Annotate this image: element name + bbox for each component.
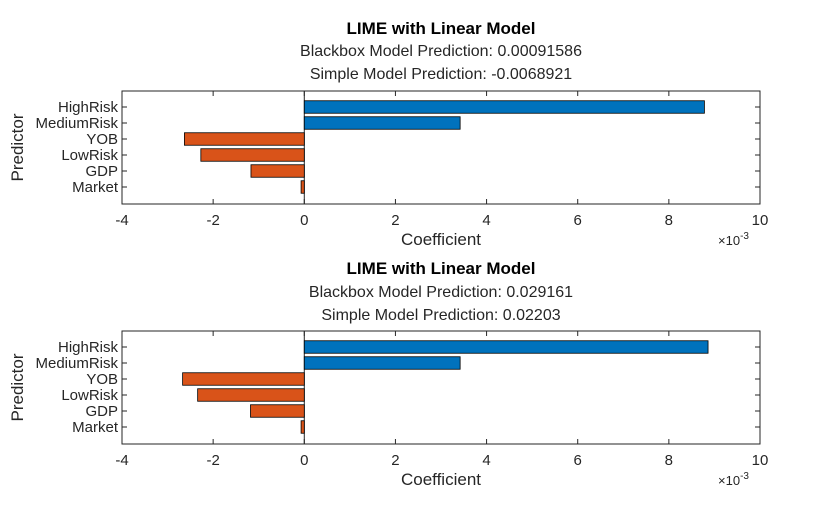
y-axis-label: Predictor (8, 113, 27, 181)
chart-title: LIME with Linear Model (347, 259, 536, 278)
x-tick-label: 4 (482, 212, 490, 229)
x-axis-label: Coefficient (401, 230, 481, 249)
y-tick-label: Market (72, 419, 119, 436)
y-tick-label: GDP (85, 163, 118, 180)
y-tick-label: HighRisk (58, 339, 119, 356)
chart-title: LIME with Linear Model (347, 19, 536, 38)
bar-highrisk (303, 340, 709, 354)
x-tick-label: -4 (115, 212, 128, 229)
bar-market (300, 420, 305, 434)
x-exponent-label: ×10-3 (718, 471, 749, 488)
x-tick-label: 6 (574, 452, 582, 469)
x-tick-label: 2 (391, 212, 399, 229)
y-tick-label: YOB (86, 131, 118, 148)
y-tick-label: LowRisk (61, 387, 118, 404)
bar-mediumrisk (303, 116, 461, 130)
chart-panel-top: LIME with Linear Model Blackbox Model Pre… (8, 19, 768, 249)
x-tick-label: 4 (482, 452, 490, 469)
bar-lowrisk (197, 388, 305, 402)
chart-subtitle-line: Simple Model Prediction: -0.0068921 (310, 66, 572, 83)
bar-yob (184, 132, 305, 146)
plot-area-frame (121, 330, 761, 445)
plot-area-frame (121, 90, 761, 205)
bar-gdp (250, 404, 305, 418)
bar-yob (182, 372, 305, 386)
bar-market (300, 180, 305, 194)
y-tick-label: YOB (86, 371, 118, 388)
x-tick-label: 8 (665, 212, 673, 229)
x-tick-label: 2 (391, 452, 399, 469)
y-tick-label: MediumRisk (35, 115, 118, 132)
x-tick-label: 0 (300, 212, 308, 229)
bar-lowrisk (200, 148, 305, 162)
x-exponent-label: ×10-3 (718, 231, 749, 248)
y-axis-label: Predictor (8, 353, 27, 421)
x-tick-label: 8 (665, 452, 673, 469)
x-tick-label: 6 (574, 212, 582, 229)
bar-highrisk (303, 100, 705, 114)
bar-gdp (250, 164, 305, 178)
chart-panel-bottom: LIME with Linear Model Blackbox Model Pre… (8, 259, 768, 489)
bar-mediumrisk (303, 356, 461, 370)
y-tick-label: GDP (85, 403, 118, 420)
x-axis-label: Coefficient (401, 470, 481, 489)
y-tick-label: LowRisk (61, 147, 118, 164)
x-tick-label: -2 (206, 452, 219, 469)
y-tick-label: HighRisk (58, 99, 119, 116)
y-tick-label: Market (72, 179, 119, 196)
chart-subtitle-line: Blackbox Model Prediction: 0.00091586 (300, 43, 582, 60)
x-tick-label: -4 (115, 452, 128, 469)
x-tick-label: 10 (752, 452, 769, 469)
x-tick-label: 10 (752, 212, 769, 229)
x-tick-label: 0 (300, 452, 308, 469)
chart-subtitle-line: Simple Model Prediction: 0.02203 (321, 307, 560, 324)
y-tick-label: MediumRisk (35, 355, 118, 372)
chart-subtitle-line: Blackbox Model Prediction: 0.029161 (309, 284, 573, 301)
x-tick-label: -2 (206, 212, 219, 229)
